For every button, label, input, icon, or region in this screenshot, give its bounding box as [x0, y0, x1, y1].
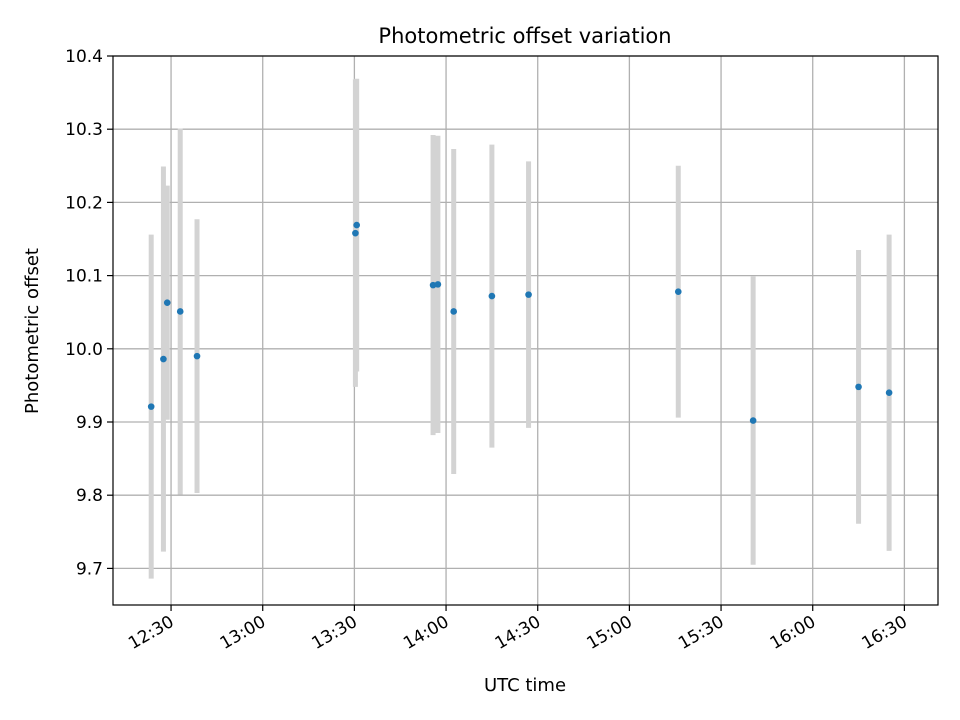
y-tick-label: 10.3	[65, 120, 103, 140]
data-point	[855, 383, 862, 391]
data-point	[450, 308, 457, 315]
y-tick-label: 9.7	[76, 559, 103, 579]
x-axis-label: UTC time	[484, 675, 566, 696]
point-layer	[147, 221, 893, 424]
plot-frame	[112, 55, 939, 606]
data-point	[885, 389, 893, 397]
y-axis-label: Photometric offset	[22, 248, 43, 414]
data-point	[352, 229, 359, 237]
data-point	[674, 288, 682, 296]
data-point	[147, 403, 155, 410]
data-point	[176, 308, 184, 315]
y-axis: 9.7 9.8 9.9 10.0 10.1 10.2 10.3 10.4	[65, 47, 113, 579]
y-tick-label: 10.0	[65, 340, 103, 360]
y-tick-label: 10.2	[65, 193, 103, 213]
data-point	[525, 291, 532, 298]
y-tick-label: 10.4	[65, 47, 103, 67]
y-tick-label: 9.9	[76, 413, 103, 433]
data-point	[434, 281, 442, 288]
data-point	[163, 299, 171, 306]
data-point	[193, 352, 201, 360]
data-point	[429, 281, 437, 289]
data-point	[353, 221, 360, 229]
data-point	[160, 355, 167, 363]
y-tick-label: 9.8	[76, 486, 103, 506]
data-point	[749, 417, 757, 424]
plot-area	[113, 56, 938, 605]
y-tick-label: 10.1	[65, 267, 103, 287]
chart-title: Photometric offset variation	[378, 24, 671, 48]
data-point	[488, 292, 496, 300]
